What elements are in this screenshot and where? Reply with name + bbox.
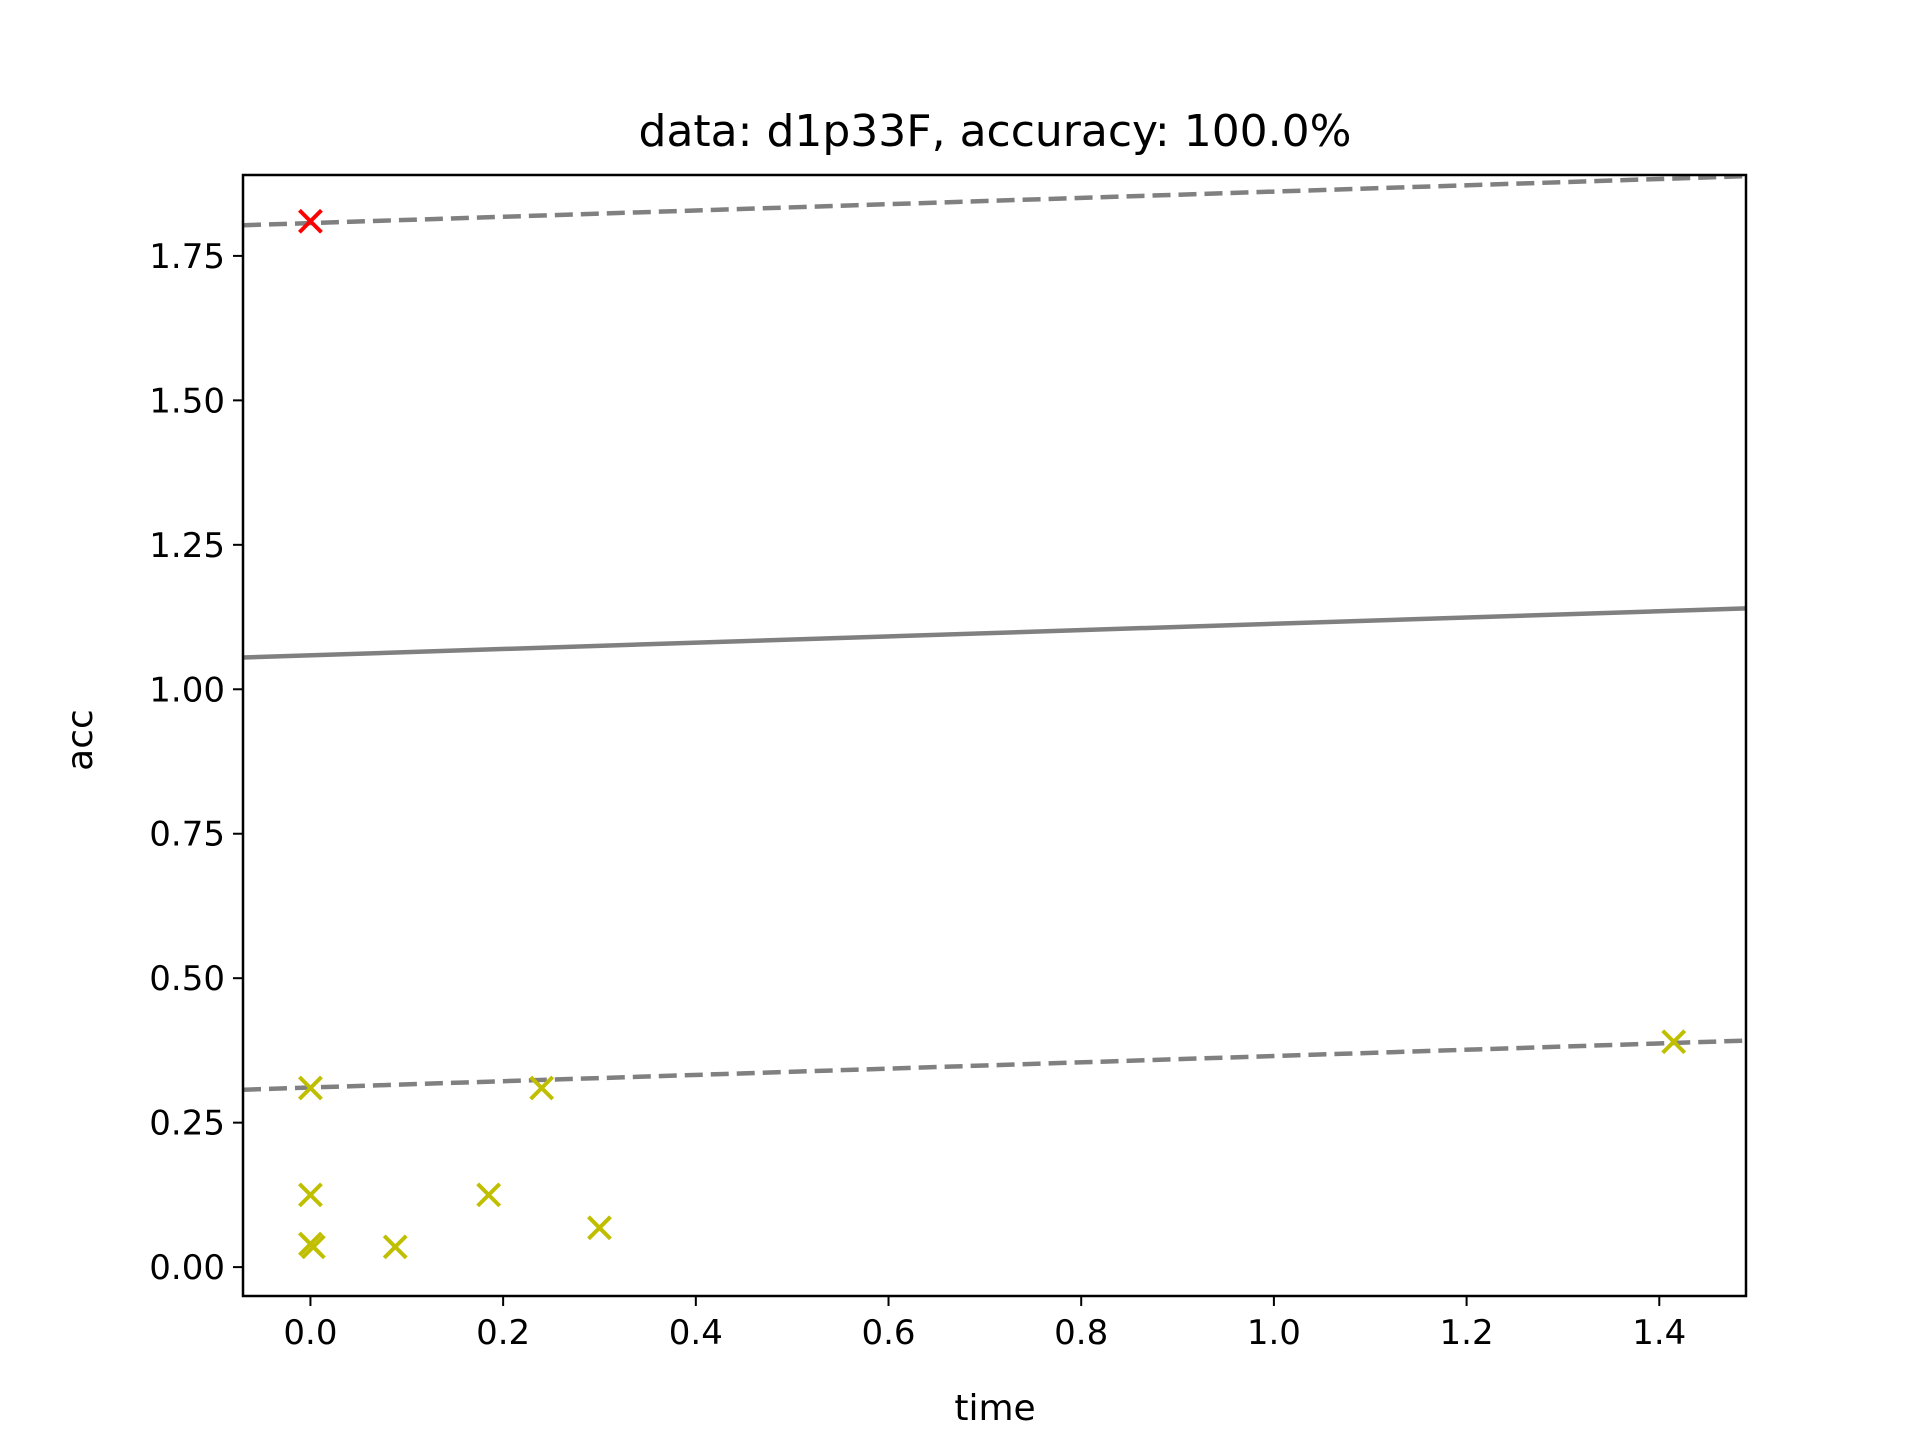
solid-line-1 [242, 606, 1747, 660]
x-tick-label: 0.6 [861, 1313, 915, 1353]
y-tick-label: 1.75 [149, 237, 225, 277]
data-point [298, 1182, 323, 1208]
y-axis-label: acc [60, 709, 101, 771]
data-point [298, 1075, 323, 1101]
data-point [1661, 1029, 1687, 1055]
x-tick-label: 0.4 [669, 1313, 723, 1353]
x-axis: 0.0 0.2 0.4 0.6 0.8 1.0 1.2 1.4 [283, 1296, 1686, 1353]
x-tick-label: 1.4 [1632, 1313, 1686, 1353]
y-tick-label: 1.25 [149, 526, 225, 566]
data-point [476, 1182, 502, 1208]
y-tick-label: 1.50 [149, 381, 225, 421]
x-tick-label: 0.0 [283, 1313, 337, 1353]
x-axis-label: time [954, 1388, 1035, 1429]
plot-frame [241, 173, 1748, 1298]
y-tick-label: 0.75 [149, 815, 225, 855]
y-tick-label: 0.50 [149, 959, 225, 999]
dashed-line-0 [242, 173, 1747, 228]
y-tick-label: 1.00 [149, 670, 225, 710]
x-tick-label: 0.2 [476, 1313, 530, 1353]
data-point [300, 1234, 326, 1260]
y-tick-label: 0.25 [149, 1104, 225, 1144]
chart-title: data: d1p33F, accuracy: 100.0% [639, 106, 1352, 157]
x-tick-label: 0.8 [1054, 1313, 1108, 1353]
x-tick-label: 1.2 [1440, 1313, 1494, 1353]
data-points [298, 208, 1687, 1260]
data-point [382, 1234, 408, 1260]
data-point [529, 1075, 555, 1101]
y-tick-label: 0.00 [149, 1248, 225, 1288]
dashed-line-2 [242, 1038, 1747, 1092]
x-tick-label: 1.0 [1247, 1313, 1301, 1353]
y-axis: 0.00 0.25 0.50 0.75 1.00 1.25 1.50 1.75 [149, 237, 243, 1288]
data-point [298, 208, 323, 234]
data-point [587, 1215, 612, 1241]
reference-lines [242, 173, 1747, 1092]
